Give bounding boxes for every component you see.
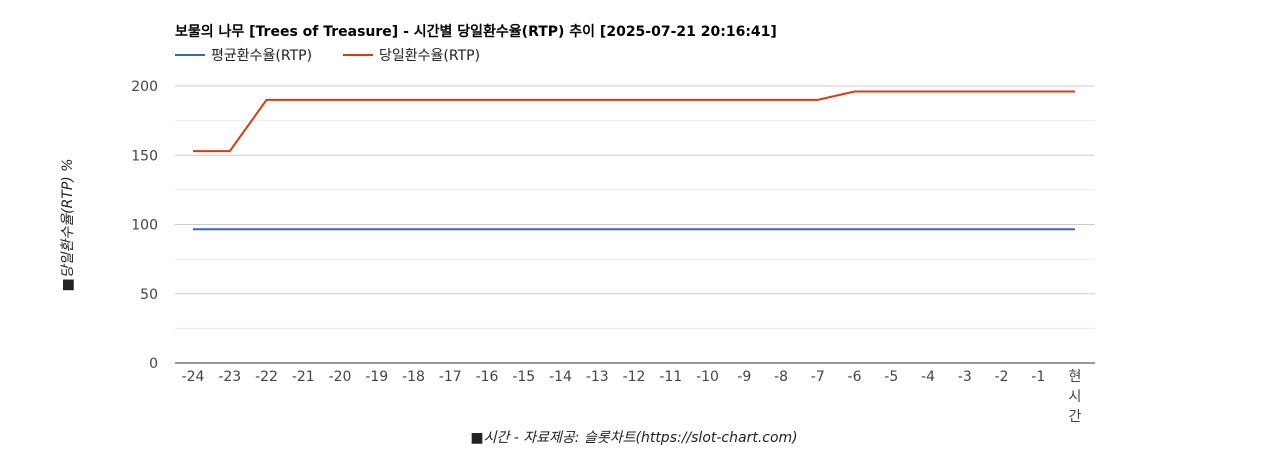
- x-tick-label: -20: [329, 369, 352, 385]
- x-tick-label: -12: [623, 369, 646, 385]
- legend: 평균환수율(RTP) 당일환수율(RTP): [175, 48, 480, 64]
- series-line-1: [193, 90, 1075, 153]
- x-tick-label: -16: [476, 369, 499, 385]
- x-tick-label: -8: [774, 369, 788, 385]
- y-axis-title: ■당일환수율(RTP) %: [60, 158, 76, 291]
- x-tick-label: -19: [365, 369, 388, 385]
- x-tick-label: -13: [586, 369, 609, 385]
- x-tick-label: -11: [659, 369, 682, 385]
- x-tick-label: -17: [439, 369, 462, 385]
- y-tick-label: 100: [131, 218, 158, 234]
- legend-item-avg-rtp[interactable]: 평균환수율(RTP): [175, 48, 312, 64]
- x-tick-label: -5: [884, 369, 898, 385]
- x-tick-label: -24: [182, 369, 205, 385]
- x-tick-label: -14: [549, 369, 572, 385]
- y-tick-label: 0: [149, 356, 158, 372]
- y-tick-label: 150: [131, 148, 158, 164]
- x-axis-title: ■시간 - 자료제공: 슬롯차트(https://slot-chart.com): [470, 430, 797, 446]
- y-axis-ticks: 0 50 100 150 200: [131, 79, 158, 372]
- x-tick-label: -21: [292, 369, 315, 385]
- x-tick-label: -22: [255, 369, 278, 385]
- x-tick-label: -7: [811, 369, 825, 385]
- x-tick-label: -6: [848, 369, 862, 385]
- legend-label-avg-rtp: 평균환수율(RTP): [211, 48, 312, 64]
- x-tick-label: -2: [995, 369, 1009, 385]
- x-tick-label: -4: [921, 369, 935, 385]
- y-tick-label: 200: [131, 79, 158, 95]
- x-tick-label: -1: [1031, 369, 1045, 385]
- x-axis-ticks: -24 -23 -22 -21 -20 -19 -18 -17 -16 -15 -14 -13 -12-…: [182, 369, 1082, 425]
- x-tick-label: -23: [218, 369, 241, 385]
- legend-item-daily-rtp[interactable]: 당일환수율(RTP): [343, 48, 480, 64]
- x-tick-label: -10: [696, 369, 719, 385]
- x-tick-label: -9: [737, 369, 751, 385]
- y-tick-label: 50: [140, 287, 158, 303]
- x-tick-label: -15: [512, 369, 535, 385]
- gridlines: [175, 85, 1095, 329]
- series-lines: [193, 90, 1075, 231]
- x-tick-label: -3: [958, 369, 972, 385]
- x-tick-label: -18: [402, 369, 425, 385]
- legend-label-daily-rtp: 당일환수율(RTP): [379, 48, 480, 64]
- chart-title: 보물의 나무 [Trees of Treasure] - 시간별 당일환수율(R…: [175, 23, 777, 40]
